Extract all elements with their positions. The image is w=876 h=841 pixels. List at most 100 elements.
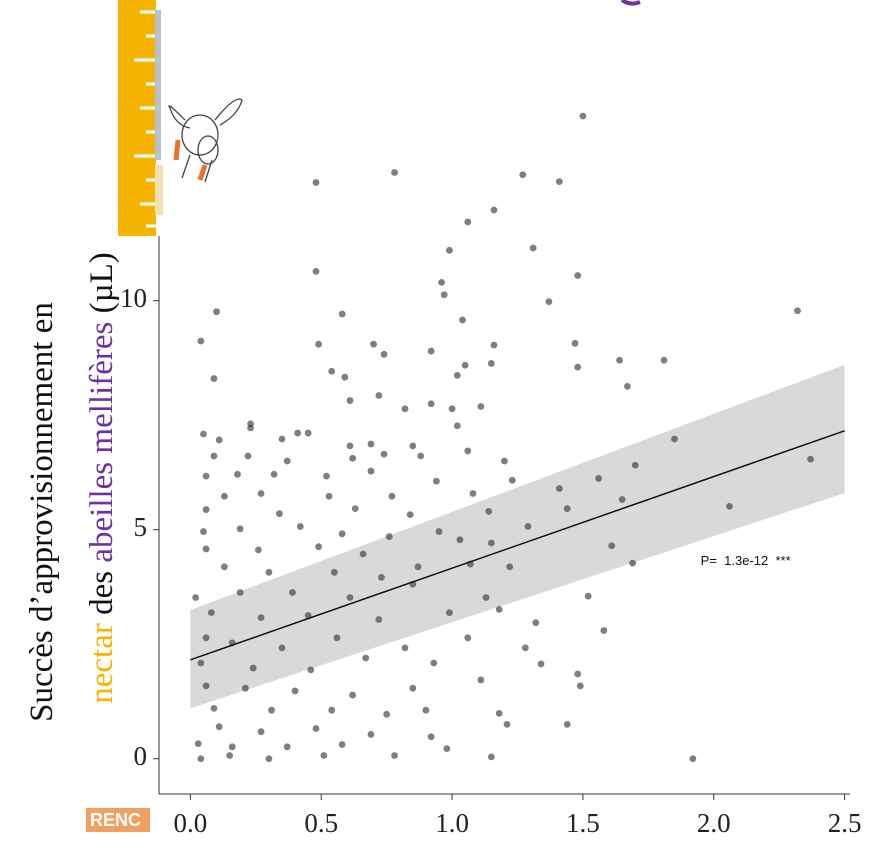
scatter-point bbox=[435, 528, 443, 535]
axes: 0.0 0.5 1.0 1.5 2.0 2.5 0 5 10 bbox=[120, 236, 861, 838]
scatter-point bbox=[391, 169, 398, 176]
scatter-point bbox=[325, 492, 333, 500]
scatter-point bbox=[265, 568, 273, 576]
scatter-point bbox=[618, 496, 626, 503]
scatter-point bbox=[660, 356, 668, 364]
scatter-point bbox=[257, 490, 265, 497]
scatter-point bbox=[330, 568, 338, 576]
x-tick-label: 0.5 bbox=[304, 808, 338, 838]
scatter-point bbox=[315, 543, 323, 551]
footer-text: RENC bbox=[90, 810, 141, 830]
scatter-point bbox=[228, 743, 236, 751]
x-tick-label: 2.5 bbox=[828, 808, 862, 838]
scatter-point bbox=[453, 371, 461, 379]
scatter-point bbox=[461, 361, 469, 369]
y-axis-label: nectar des abeilles mellifères (µL) bbox=[84, 252, 120, 704]
x-tick-label: 0.0 bbox=[174, 808, 208, 838]
scatter-point bbox=[192, 594, 200, 601]
scatter-point bbox=[456, 536, 464, 544]
scatter-point bbox=[485, 507, 493, 515]
scatter-point bbox=[328, 706, 336, 714]
scatter-point bbox=[210, 452, 218, 460]
scatter-point bbox=[283, 743, 291, 751]
scatter-point bbox=[320, 752, 328, 759]
scatter-point bbox=[563, 505, 571, 513]
scatter-point bbox=[359, 550, 367, 558]
scatter-point bbox=[200, 430, 207, 438]
scatter-point bbox=[283, 457, 291, 465]
scatter-point bbox=[388, 492, 396, 500]
scatter-point bbox=[571, 339, 579, 347]
scatter-point bbox=[521, 644, 529, 652]
scatter-point bbox=[315, 340, 323, 348]
scatter-point bbox=[215, 723, 223, 731]
scatter-point bbox=[446, 246, 453, 254]
scatter-point bbox=[210, 375, 218, 382]
scatter-point bbox=[338, 310, 346, 318]
scatter-point bbox=[574, 363, 582, 371]
scatter-point bbox=[422, 706, 430, 714]
scatter-point bbox=[595, 475, 603, 482]
scatter-point bbox=[265, 755, 273, 763]
scatter-point bbox=[537, 660, 545, 668]
scatter-point bbox=[255, 546, 262, 554]
scatter-point bbox=[207, 609, 215, 617]
scatter-point bbox=[226, 752, 234, 759]
scatter-point bbox=[202, 682, 210, 690]
ruler-illustration bbox=[118, 0, 163, 236]
scatter-point bbox=[464, 447, 472, 455]
scatter-point bbox=[490, 206, 498, 214]
scatter-point bbox=[409, 684, 417, 692]
scatter-point bbox=[215, 436, 223, 444]
scatter-point bbox=[608, 542, 616, 550]
scatter-point bbox=[338, 530, 346, 538]
scatter-point bbox=[432, 477, 440, 485]
scatter-point bbox=[202, 472, 210, 480]
y-axis-label-part: des bbox=[84, 563, 120, 624]
scatter-point bbox=[624, 382, 631, 390]
scatter-point bbox=[443, 745, 451, 753]
y-tick-label: 0 bbox=[134, 741, 148, 771]
scatter-point bbox=[401, 405, 409, 413]
scatter-point bbox=[576, 682, 584, 690]
scatter-point bbox=[278, 435, 286, 443]
scatter-point bbox=[495, 709, 503, 717]
scatter-point bbox=[574, 272, 582, 279]
scatter-point bbox=[629, 559, 637, 567]
scatter-point bbox=[807, 455, 814, 463]
x-tick-label: 1.0 bbox=[435, 808, 469, 838]
scatter-point bbox=[464, 218, 472, 226]
scatter-point bbox=[328, 367, 336, 375]
scatter-point bbox=[380, 450, 388, 458]
scatter-point bbox=[631, 461, 639, 469]
scatter-point bbox=[202, 506, 210, 513]
scatter-point bbox=[383, 710, 391, 718]
scatter-point bbox=[545, 298, 553, 306]
scatter-point bbox=[477, 676, 485, 684]
scatter-point bbox=[210, 704, 218, 712]
scatter-point bbox=[351, 505, 359, 513]
scatter-point bbox=[194, 740, 202, 748]
scatter-point bbox=[508, 476, 516, 484]
x-tick-label: 1.5 bbox=[566, 808, 600, 838]
scatter-point bbox=[487, 539, 495, 547]
bee-illustration bbox=[168, 98, 243, 183]
scatter-point bbox=[247, 424, 254, 432]
scatter-point bbox=[278, 644, 286, 652]
scatter-point bbox=[477, 403, 485, 410]
scatter-point bbox=[367, 467, 375, 475]
scatter-point bbox=[529, 244, 537, 252]
scatter-point bbox=[506, 563, 514, 571]
scatter-point bbox=[244, 452, 252, 460]
scatter-point bbox=[367, 440, 375, 448]
scatter-point bbox=[440, 291, 448, 299]
scatter-point bbox=[349, 454, 357, 462]
y-tick-label: 5 bbox=[134, 512, 148, 542]
scatter-point bbox=[563, 720, 571, 728]
scatter-point bbox=[307, 666, 315, 674]
scatter-point bbox=[221, 492, 228, 500]
plot-area: P= 1.3e-12 *** bbox=[190, 112, 845, 763]
y-axis-label-part: nectar bbox=[84, 623, 120, 704]
scatter-point bbox=[584, 592, 592, 600]
